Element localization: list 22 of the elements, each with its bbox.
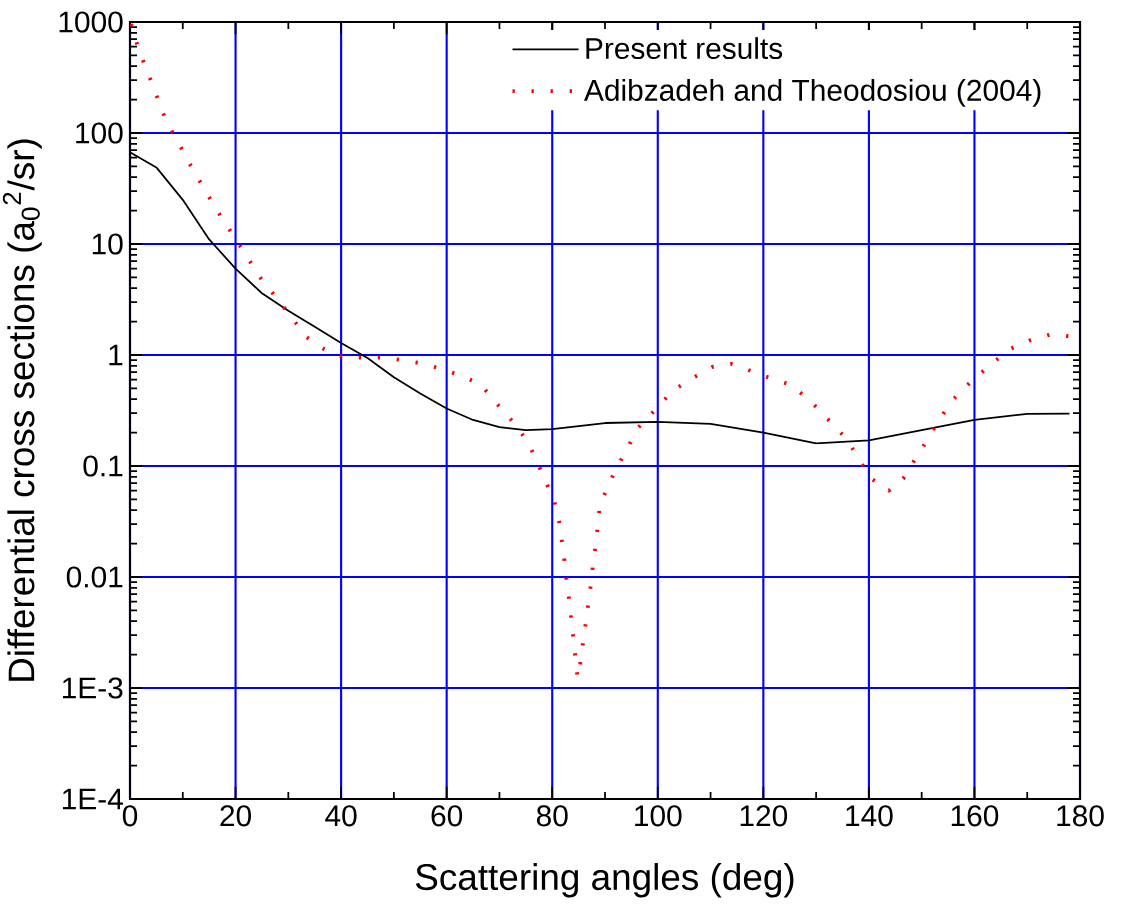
x-tick-label: 80 xyxy=(536,805,568,827)
y-tick-label: 10 xyxy=(92,233,123,255)
y-tick-label: 1000 xyxy=(59,11,123,33)
x-tick-label: 20 xyxy=(220,805,252,827)
legend-label: Present results xyxy=(586,37,783,60)
x-tick-label: 120 xyxy=(740,805,788,827)
y-tick-label: 0.01 xyxy=(66,566,123,588)
x-tick-label: 40 xyxy=(325,805,357,827)
y-tick-label: 100 xyxy=(76,122,123,144)
x-tick-label: 140 xyxy=(846,805,893,827)
y-axis-title: Differential cross sections (a$_{0}$$^{2}$/sr) xyxy=(2,139,42,681)
y-tick-label: 1E-4 xyxy=(62,788,123,810)
legend-label: Adibzadeh and Theodosiou (2004) xyxy=(584,79,1041,107)
y-tick-label: 1 xyxy=(109,344,123,366)
x-tick-label: 100 xyxy=(635,805,682,827)
y-tick-label: 0.1 xyxy=(83,455,123,477)
x-tick-label: 0 xyxy=(122,805,138,827)
y-tick-label: 1E-3 xyxy=(62,677,123,699)
x-axis-title: Scattering angles (deg) xyxy=(415,863,794,898)
x-tick-label: 180 xyxy=(1057,805,1104,827)
x-tick-label: 160 xyxy=(951,805,999,827)
x-tick-label: 60 xyxy=(431,805,463,827)
